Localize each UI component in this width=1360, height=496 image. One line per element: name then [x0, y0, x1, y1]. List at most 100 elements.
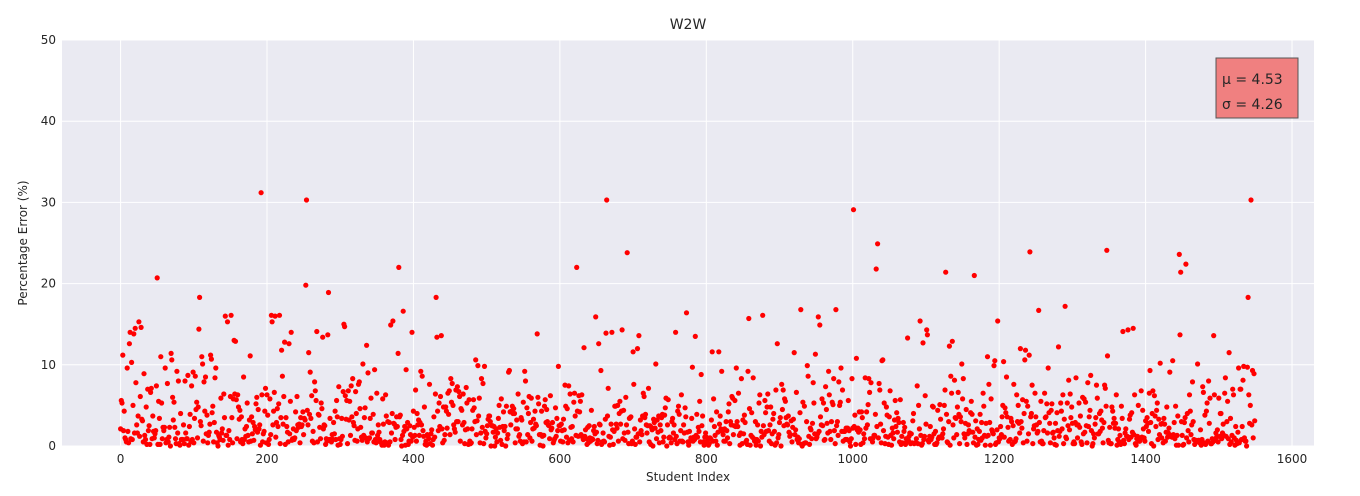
- data-point: [1003, 374, 1010, 380]
- data-point: [225, 442, 231, 448]
- data-point: [981, 403, 987, 409]
- data-point: [923, 421, 929, 427]
- data-point: [940, 426, 947, 432]
- data-point: [121, 408, 127, 414]
- data-point: [380, 396, 386, 402]
- data-point: [212, 375, 218, 381]
- data-point: [318, 400, 324, 406]
- data-point: [654, 417, 660, 423]
- data-point: [845, 397, 851, 404]
- data-point: [534, 331, 540, 337]
- data-point: [708, 417, 715, 423]
- data-point: [221, 391, 227, 397]
- data-point: [653, 436, 660, 442]
- data-point: [1186, 439, 1192, 445]
- data-point: [450, 402, 456, 408]
- data-point: [1018, 419, 1024, 425]
- data-point: [571, 399, 577, 405]
- data-point: [129, 359, 135, 365]
- data-point: [890, 430, 896, 436]
- data-point: [908, 431, 914, 437]
- data-point: [1022, 357, 1028, 363]
- data-point: [864, 422, 871, 428]
- data-point: [148, 385, 154, 391]
- data-point: [476, 395, 482, 401]
- data-point: [959, 361, 965, 367]
- data-point: [245, 432, 251, 438]
- data-point: [403, 367, 409, 373]
- data-point: [714, 442, 720, 448]
- data-point: [172, 424, 178, 430]
- data-point: [460, 391, 466, 397]
- data-point: [376, 429, 382, 435]
- data-point: [853, 441, 859, 447]
- data-point: [244, 400, 250, 406]
- data-point: [834, 419, 841, 425]
- data-point: [468, 440, 474, 446]
- data-point: [603, 330, 609, 336]
- data-point: [1251, 371, 1257, 377]
- data-point: [500, 409, 507, 415]
- data-point: [547, 436, 553, 442]
- data-point: [1113, 420, 1119, 426]
- data-point: [1047, 440, 1053, 446]
- data-point: [347, 432, 354, 438]
- data-point: [530, 416, 537, 422]
- data-point: [900, 419, 906, 426]
- data-point: [1029, 382, 1035, 388]
- data-point: [823, 384, 829, 390]
- data-point: [787, 432, 794, 438]
- data-point: [1108, 441, 1114, 447]
- data-point: [396, 264, 402, 270]
- data-point: [306, 411, 313, 417]
- data-point: [1003, 410, 1009, 416]
- data-point: [224, 432, 230, 438]
- data-point: [466, 397, 472, 403]
- x-tick-label: 400: [402, 452, 425, 466]
- data-point: [512, 440, 518, 446]
- data-point: [577, 398, 584, 404]
- data-point: [463, 384, 469, 391]
- data-point: [853, 355, 860, 361]
- data-point: [272, 313, 278, 319]
- data-point: [159, 436, 165, 442]
- data-point: [700, 413, 706, 419]
- data-point: [636, 333, 642, 339]
- data-point: [883, 404, 890, 410]
- data-point: [1027, 249, 1033, 255]
- data-point: [383, 392, 389, 398]
- data-point: [514, 426, 521, 432]
- data-point: [558, 421, 564, 427]
- data-point: [897, 397, 903, 403]
- data-point: [623, 394, 629, 400]
- data-point: [894, 429, 901, 435]
- data-point: [1036, 419, 1042, 426]
- data-point: [368, 395, 374, 401]
- data-point: [867, 389, 873, 395]
- data-point: [910, 410, 917, 417]
- data-point: [1203, 408, 1209, 414]
- data-point: [232, 338, 239, 344]
- data-point: [1200, 389, 1206, 395]
- data-point: [1028, 410, 1034, 417]
- data-point: [621, 407, 627, 413]
- data-point: [1103, 403, 1109, 409]
- data-point: [1022, 347, 1029, 353]
- y-axis-label: Percentage Error (%): [16, 180, 30, 305]
- data-point: [980, 390, 986, 396]
- data-point: [951, 377, 958, 383]
- data-point: [706, 441, 712, 447]
- data-point: [339, 433, 345, 439]
- data-point: [834, 423, 840, 429]
- data-point: [284, 423, 290, 430]
- data-point: [207, 421, 213, 427]
- data-point: [503, 443, 509, 449]
- data-point: [665, 397, 671, 403]
- data-point: [657, 422, 663, 428]
- data-point: [153, 383, 159, 389]
- data-point: [764, 404, 770, 410]
- x-tick-label: 1600: [1277, 452, 1308, 466]
- data-point: [1077, 413, 1083, 419]
- data-point: [957, 441, 963, 447]
